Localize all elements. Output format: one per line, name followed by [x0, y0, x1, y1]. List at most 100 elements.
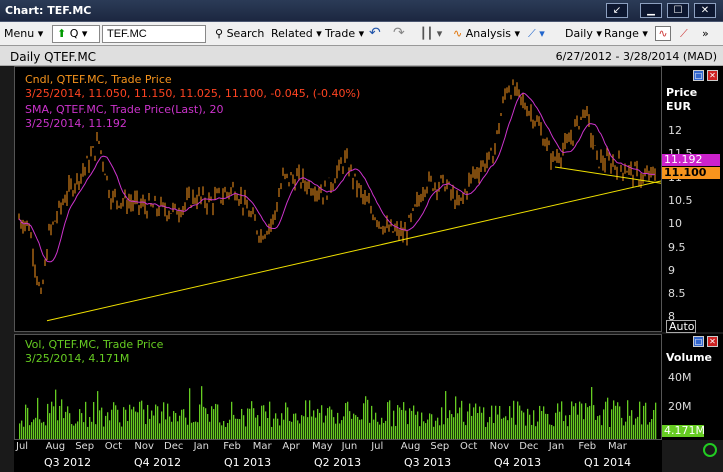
volume-bar	[129, 404, 131, 439]
chart-style-icon[interactable]: ∿	[655, 26, 671, 41]
volume-bar	[635, 418, 637, 439]
volume-bar	[477, 413, 479, 439]
volume-bar	[173, 411, 175, 439]
price-axis-unit: EUR	[666, 100, 691, 113]
volume-bar	[521, 410, 523, 439]
draw-tool-icon[interactable]: ⟋ ▾	[528, 27, 545, 40]
volume-bar	[445, 391, 447, 439]
volume-bar	[355, 415, 357, 439]
volume-bar	[387, 402, 389, 439]
volume-bar	[631, 410, 633, 439]
pane-close-icon[interactable]: ✕	[707, 70, 718, 81]
volume-bar	[497, 414, 499, 439]
volume-bar	[557, 403, 559, 439]
volume-bar	[599, 415, 601, 439]
volume-bar	[621, 417, 623, 439]
volume-bar	[363, 403, 365, 439]
price-axis-title: Price	[666, 86, 698, 99]
volume-bar	[323, 422, 325, 439]
volume-bar	[509, 406, 511, 439]
search-button[interactable]: ⚲ Search	[215, 27, 265, 40]
time-axis[interactable]: Jul Aug Sep Oct Nov Dec Jan Feb Mar Apr May Jun Jul A…	[14, 440, 662, 472]
minimize-icon[interactable]: ▁	[640, 3, 662, 18]
close-icon[interactable]: ✕	[694, 3, 716, 18]
volume-bar	[281, 413, 283, 439]
quote-type-select[interactable]: ⬆ Q ▾	[52, 25, 100, 43]
interval-select[interactable]: Daily ▾	[565, 27, 602, 40]
analysis-button[interactable]: ∿ Analysis ▾	[453, 27, 521, 40]
volume-bar	[199, 404, 201, 439]
symbol-input[interactable]	[102, 25, 206, 43]
quarter-label: Q4 2013	[494, 456, 542, 469]
volume-bar	[571, 401, 573, 439]
price-pane[interactable]: Cndl, QTEF.MC, Trade Price 3/25/2014, 11…	[14, 66, 662, 332]
volume-bar	[611, 409, 613, 439]
volume-bar	[449, 410, 451, 439]
volume-maximize-icon[interactable]: □	[693, 336, 704, 347]
volume-bar	[495, 405, 497, 439]
volume-bar	[377, 421, 379, 439]
candle-legend: Cndl, QTEF.MC, Trade Price	[25, 73, 172, 86]
volume-bar	[523, 412, 525, 439]
volume-bar	[107, 412, 109, 439]
indicator-icon[interactable]: ⟋	[680, 27, 688, 40]
volume-bar	[367, 399, 369, 439]
volume-bar	[345, 403, 347, 439]
undo-icon[interactable]: ↶	[369, 25, 381, 41]
bar-type-icon[interactable]: ┃┃ ▾	[420, 27, 443, 40]
volume-pane[interactable]: Vol, QTEF.MC, Trade Price 3/25/2014, 4.1…	[14, 334, 662, 440]
related-button[interactable]: Related ▾	[271, 27, 322, 40]
volume-bar	[123, 407, 125, 439]
volume-bar	[583, 419, 585, 439]
redo-icon[interactable]: ↷	[393, 25, 405, 41]
volume-bar	[441, 407, 443, 439]
volume-bar	[105, 415, 107, 439]
volume-bar	[117, 409, 119, 439]
month-label: Jul	[16, 441, 29, 452]
volume-bar	[309, 400, 311, 439]
price-tick: 12	[668, 124, 682, 137]
volume-bar	[573, 406, 575, 439]
volume-bar	[21, 420, 23, 439]
range-select[interactable]: Range ▾	[604, 27, 648, 40]
more-icon[interactable]: »	[702, 27, 709, 40]
volume-close-icon[interactable]: ✕	[707, 336, 718, 347]
trade-button[interactable]: Trade ▾	[325, 27, 365, 40]
month-label: Jan	[193, 441, 210, 452]
volume-bar	[545, 413, 547, 439]
volume-bar	[399, 407, 401, 439]
volume-bar	[593, 405, 595, 439]
volume-axis[interactable]: □ ✕ Volume 40M 20M 4.171M	[662, 334, 723, 440]
volume-bar	[201, 386, 203, 439]
volume-bar	[61, 399, 63, 439]
pane-maximize-icon[interactable]: □	[693, 70, 704, 81]
volume-bar	[81, 413, 83, 439]
volume-bar	[605, 401, 607, 439]
month-label: Mar	[608, 441, 627, 452]
volume-bar	[181, 409, 183, 439]
trend-line[interactable]	[554, 166, 661, 184]
volume-bar	[331, 409, 333, 439]
volume-bar	[615, 405, 617, 439]
auto-scale-button[interactable]: Auto	[666, 320, 696, 333]
volume-bar	[501, 418, 503, 439]
trend-line[interactable]	[46, 180, 661, 322]
volume-bar	[543, 406, 545, 439]
restore-icon[interactable]: ↙	[606, 3, 628, 18]
volume-bar	[243, 415, 245, 439]
volume-bar	[417, 411, 419, 439]
month-label: Apr	[282, 441, 300, 452]
volume-bar	[115, 405, 117, 439]
volume-bar	[371, 405, 373, 439]
volume-bar	[469, 403, 471, 439]
volume-bar	[93, 401, 95, 439]
menu-button[interactable]: Menu ▾	[4, 27, 44, 40]
volume-bar	[431, 414, 433, 439]
maximize-icon[interactable]: ☐	[667, 3, 689, 18]
month-label: Feb	[578, 441, 597, 452]
volume-bar	[285, 402, 287, 439]
volume-bar	[335, 423, 337, 439]
volume-bar	[249, 408, 251, 439]
volume-bar	[229, 419, 231, 439]
